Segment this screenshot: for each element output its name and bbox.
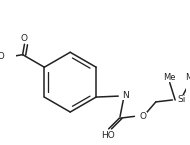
- Text: O: O: [140, 112, 147, 121]
- Text: N: N: [122, 91, 128, 100]
- Text: Si: Si: [178, 95, 186, 104]
- Text: O: O: [21, 33, 28, 42]
- Text: Me: Me: [163, 73, 176, 82]
- Text: HO: HO: [0, 52, 5, 61]
- Text: HO: HO: [101, 130, 115, 139]
- Text: Me: Me: [185, 73, 190, 82]
